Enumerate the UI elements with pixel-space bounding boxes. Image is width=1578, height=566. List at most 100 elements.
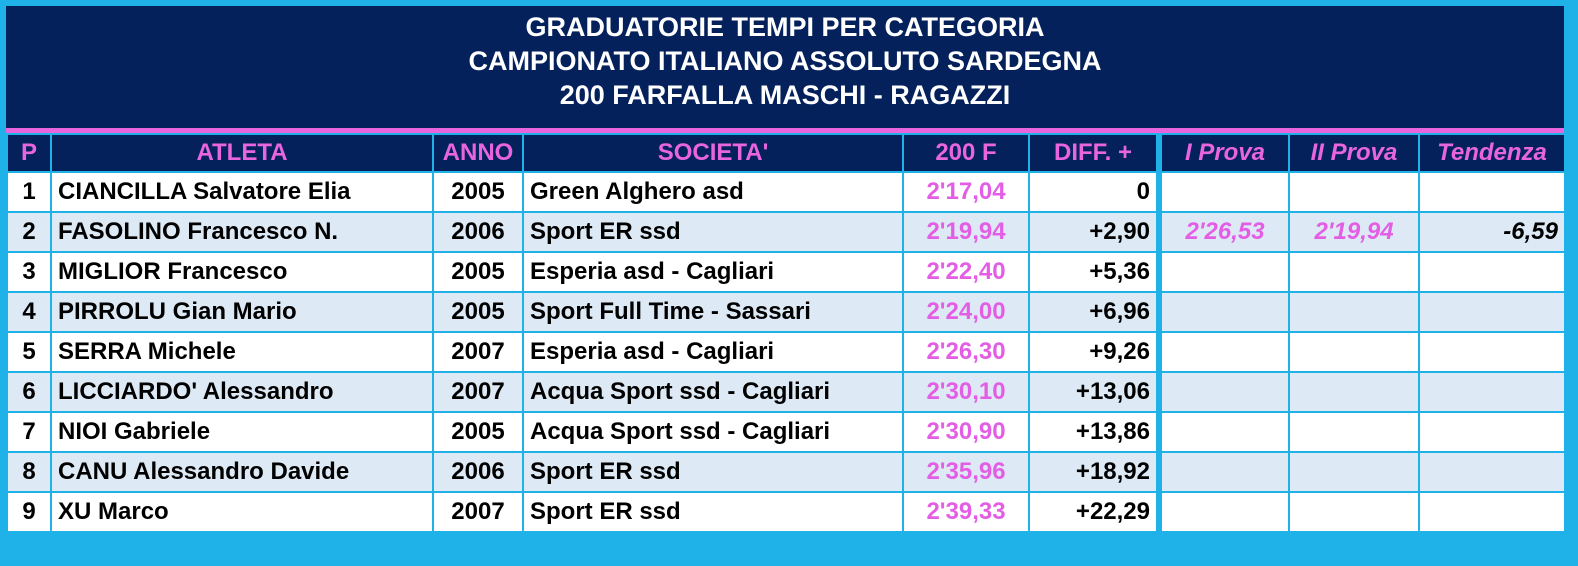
cell-tempo: 2'26,30 xyxy=(902,331,1030,373)
cell-prova1 xyxy=(1158,451,1290,493)
cell-prova2 xyxy=(1288,371,1420,413)
cell-anno: 2006 xyxy=(432,211,524,253)
table-row: 1 CIANCILLA Salvatore Elia 2005 Green Alghe… xyxy=(6,171,1566,213)
cell-atleta: CANU Alessandro Davide xyxy=(50,451,434,493)
cell-societa: Acqua Sport ssd - Cagliari xyxy=(522,371,904,413)
cell-anno: 2005 xyxy=(432,291,524,333)
cell-atleta: LICCIARDO' Alessandro xyxy=(50,371,434,413)
cell-tempo: 2'17,04 xyxy=(902,171,1030,213)
cell-prova2 xyxy=(1288,491,1420,533)
header-atleta: ATLETA xyxy=(50,133,434,173)
header-tempo: 200 F xyxy=(902,133,1030,173)
cell-p: 6 xyxy=(6,371,52,413)
cell-prova2 xyxy=(1288,411,1420,453)
table-row: 4 PIRROLU Gian Mario 2005 Sport Full Time -… xyxy=(6,291,1566,333)
cell-anno: 2005 xyxy=(432,251,524,293)
header-row: P ATLETA ANNO SOCIETA' 200 F DIFF. + I P… xyxy=(6,133,1566,173)
cell-p: 9 xyxy=(6,491,52,533)
table-row: 7 NIOI Gabriele 2005 Acqua Sport ssd - Cagl… xyxy=(6,411,1566,453)
cell-p: 2 xyxy=(6,211,52,253)
cell-tendenza xyxy=(1418,331,1566,373)
cell-anno: 2005 xyxy=(432,411,524,453)
header-prova2: II Prova xyxy=(1288,133,1420,173)
title-line-1: GRADUATORIE TEMPI PER CATEGORIA xyxy=(525,12,1045,42)
cell-atleta: SERRA Michele xyxy=(50,331,434,373)
cell-diff: +13,06 xyxy=(1028,371,1162,413)
cell-tendenza xyxy=(1418,491,1566,533)
divider xyxy=(6,128,1564,133)
cell-societa: Green Alghero asd xyxy=(522,171,904,213)
cell-prova1 xyxy=(1158,371,1290,413)
cell-atleta: NIOI Gabriele xyxy=(50,411,434,453)
cell-p: 3 xyxy=(6,251,52,293)
cell-prova2 xyxy=(1288,291,1420,333)
cell-prova2: 2'19,94 xyxy=(1288,211,1420,253)
header-societa: SOCIETA' xyxy=(522,133,904,173)
cell-tempo: 2'30,10 xyxy=(902,371,1030,413)
cell-diff: +18,92 xyxy=(1028,451,1162,493)
cell-p: 4 xyxy=(6,291,52,333)
cell-societa: Esperia asd - Cagliari xyxy=(522,251,904,293)
cell-p: 7 xyxy=(6,411,52,453)
cell-anno: 2007 xyxy=(432,331,524,373)
cell-anno: 2005 xyxy=(432,171,524,213)
cell-prova1 xyxy=(1158,171,1290,213)
cell-societa: Sport ER ssd xyxy=(522,451,904,493)
cell-tempo: 2'35,96 xyxy=(902,451,1030,493)
cell-prova1 xyxy=(1158,331,1290,373)
cell-prova1 xyxy=(1158,251,1290,293)
cell-tendenza xyxy=(1418,251,1566,293)
cell-tendenza xyxy=(1418,291,1566,333)
cell-diff: 0 xyxy=(1028,171,1162,213)
cell-prova1: 2'26,53 xyxy=(1158,211,1290,253)
title-line-3: 200 FARFALLA MASCHI - RAGAZZI xyxy=(559,80,1011,110)
cell-tempo: 2'24,00 xyxy=(902,291,1030,333)
header-diff: DIFF. + xyxy=(1028,133,1162,173)
table-row: 3 MIGLIOR Francesco 2005 Esperia asd - Cagl… xyxy=(6,251,1566,293)
cell-societa: Sport ER ssd xyxy=(522,211,904,253)
cell-atleta: XU Marco xyxy=(50,491,434,533)
cell-diff: +2,90 xyxy=(1028,211,1162,253)
cell-prova1 xyxy=(1158,411,1290,453)
header-tendenza: Tendenza xyxy=(1418,133,1566,173)
table-row: 9 XU Marco 2007 Sport ER ssd 2'39,33 +22,29 xyxy=(6,491,1566,533)
cell-societa: Sport ER ssd xyxy=(522,491,904,533)
cell-tendenza xyxy=(1418,171,1566,213)
cell-p: 8 xyxy=(6,451,52,493)
cell-tempo: 2'39,33 xyxy=(902,491,1030,533)
cell-societa: Acqua Sport ssd - Cagliari xyxy=(522,411,904,453)
cell-tempo: 2'22,40 xyxy=(902,251,1030,293)
header-p: P xyxy=(6,133,52,173)
title-block: GRADUATORIE TEMPI PER CATEGORIA CAMPIONA… xyxy=(6,6,1564,128)
cell-diff: +6,96 xyxy=(1028,291,1162,333)
cell-tendenza: -6,59 xyxy=(1418,211,1566,253)
cell-prova1 xyxy=(1158,291,1290,333)
cell-diff: +5,36 xyxy=(1028,251,1162,293)
cell-anno: 2007 xyxy=(432,371,524,413)
cell-tempo: 2'30,90 xyxy=(902,411,1030,453)
table-row: 6 LICCIARDO' Alessandro 2007 Acqua Sport ss… xyxy=(6,371,1566,413)
cell-prova2 xyxy=(1288,451,1420,493)
cell-tendenza xyxy=(1418,371,1566,413)
cell-tempo: 2'19,94 xyxy=(902,211,1030,253)
cell-prova2 xyxy=(1288,171,1420,213)
table-row: 8 CANU Alessandro Davide 2006 Sport ER ssd 2… xyxy=(6,451,1566,493)
cell-atleta: PIRROLU Gian Mario xyxy=(50,291,434,333)
header-prova1: I Prova xyxy=(1158,133,1290,173)
cell-societa: Esperia asd - Cagliari xyxy=(522,331,904,373)
cell-anno: 2006 xyxy=(432,451,524,493)
table-row: 2 FASOLINO Francesco N. 2006 Sport ER ssd 2'… xyxy=(6,211,1566,253)
title-line-2: CAMPIONATO ITALIANO ASSOLUTO SARDEGNA xyxy=(468,46,1102,76)
cell-societa: Sport Full Time - Sassari xyxy=(522,291,904,333)
cell-diff: +22,29 xyxy=(1028,491,1162,533)
cell-diff: +9,26 xyxy=(1028,331,1162,373)
cell-atleta: CIANCILLA Salvatore Elia xyxy=(50,171,434,213)
cell-atleta: MIGLIOR Francesco xyxy=(50,251,434,293)
cell-tendenza xyxy=(1418,411,1566,453)
cell-anno: 2007 xyxy=(432,491,524,533)
cell-tendenza xyxy=(1418,451,1566,493)
cell-prova2 xyxy=(1288,251,1420,293)
cell-prova1 xyxy=(1158,491,1290,533)
cell-p: 5 xyxy=(6,331,52,373)
